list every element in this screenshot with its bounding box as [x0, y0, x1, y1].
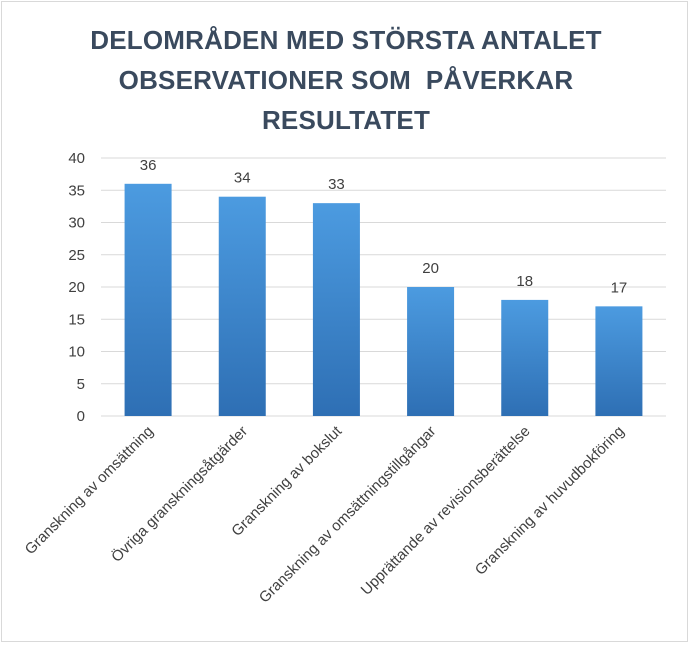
gridlines — [101, 157, 666, 417]
bar-6 — [595, 306, 643, 416]
y-tick-label: 5 — [77, 376, 85, 393]
y-axis-ticks: 0 5 10 15 20 25 30 35 40 — [68, 150, 85, 425]
chart-title-line-3: RESULTATET — [261, 105, 431, 135]
y-tick-label: 0 — [77, 408, 85, 425]
y-tick-label: 10 — [68, 344, 85, 361]
data-label-1: 36 — [140, 157, 157, 174]
bar-4 — [407, 287, 455, 416]
bar-5 — [501, 299, 549, 416]
chart-title-line-2: OBSERVATIONER SOM PÅVERKAR — [118, 65, 574, 95]
bar-3 — [312, 203, 360, 416]
data-label-2: 34 — [234, 170, 251, 187]
category-label-5: Upprättande av revisionsberättelse — [358, 423, 534, 599]
bars — [124, 183, 643, 416]
bar-2 — [218, 196, 266, 416]
y-tick-label: 30 — [68, 215, 85, 232]
data-label-4: 20 — [422, 260, 439, 277]
y-tick-label: 20 — [68, 279, 85, 296]
data-label-3: 33 — [328, 176, 345, 193]
y-tick-label: 35 — [68, 182, 85, 199]
y-tick-label: 15 — [68, 311, 85, 328]
category-label-4: Granskning av omsättningstillgångar — [256, 423, 440, 607]
bar-1 — [124, 183, 172, 416]
data-labels: 36 34 33 20 18 17 — [140, 157, 628, 297]
y-tick-label: 40 — [68, 150, 85, 167]
data-label-5: 18 — [516, 273, 533, 290]
chart-title-line-1: DELOMRÅDEN MED STÖRSTA ANTALET — [90, 25, 602, 55]
category-label-6: Granskning av huvudbokföring — [472, 423, 628, 579]
y-tick-label: 25 — [68, 247, 85, 264]
chart-title: DELOMRÅDEN MED STÖRSTA ANTALET OBSERVATI… — [0, 20, 692, 140]
data-label-6: 17 — [611, 279, 628, 296]
